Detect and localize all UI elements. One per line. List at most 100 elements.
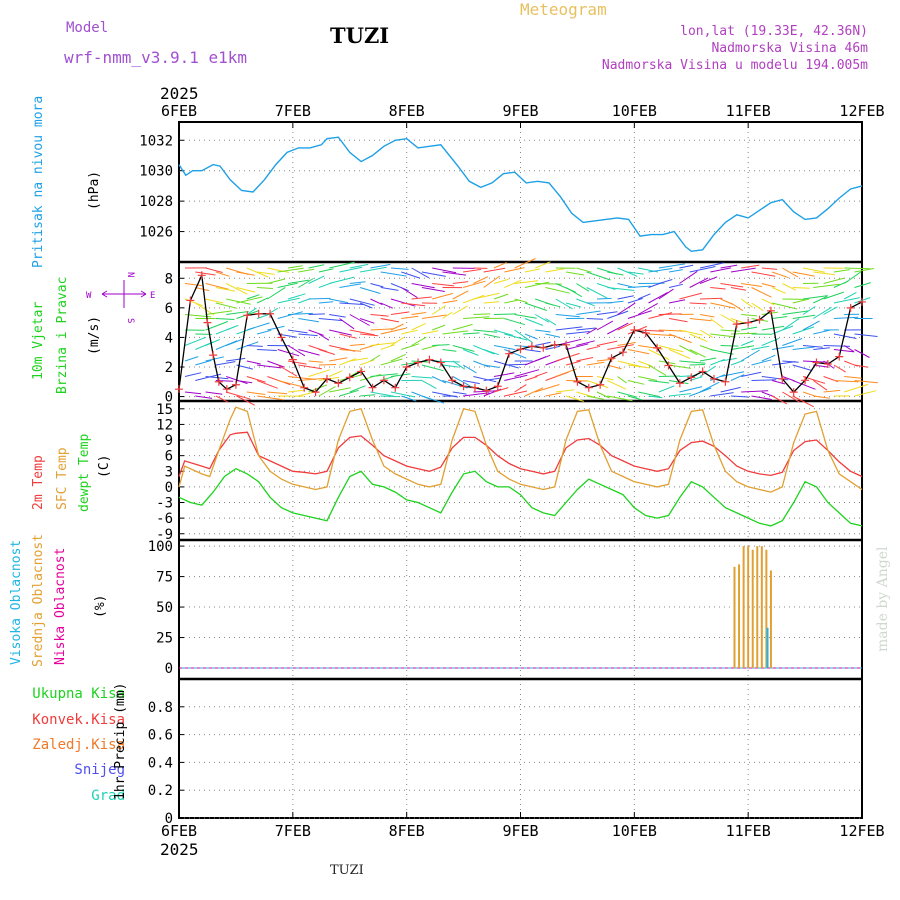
wind-vector xyxy=(267,391,288,395)
wind-vector xyxy=(256,329,272,335)
wind-vector xyxy=(287,312,313,315)
wind-vector xyxy=(493,345,516,351)
temp-unit-label: (C) xyxy=(97,455,112,478)
model-name: wrf-nmm_v3.9.1 e1km xyxy=(64,48,248,67)
pressure-unit-label: (hPa) xyxy=(87,171,102,210)
wind-vector xyxy=(184,283,203,287)
precip-ytick-label: 0.2 xyxy=(148,783,173,799)
wind-vector xyxy=(287,279,310,284)
wind-vector xyxy=(699,262,724,269)
wind-vector xyxy=(421,330,439,335)
wind-speed-marker xyxy=(222,385,231,394)
wind-vector xyxy=(823,277,845,284)
wind-vector xyxy=(627,271,644,275)
wind-vector xyxy=(761,325,785,331)
wind-ylabel-1: 10m Vjetar xyxy=(31,302,46,380)
wind-rose-w-label: W xyxy=(86,291,92,301)
wind-vector xyxy=(524,349,541,353)
wind-vector xyxy=(339,318,355,330)
wind-speed-marker xyxy=(516,345,525,354)
wind-ytick-label: 8 xyxy=(165,271,173,287)
wind-vector xyxy=(421,380,437,390)
wind-vector xyxy=(318,349,335,355)
wind-vector xyxy=(627,380,645,385)
wind-vector xyxy=(813,329,832,335)
wind-vector xyxy=(576,310,601,315)
precip-ytick-label: 0.8 xyxy=(148,700,173,716)
wind-vector xyxy=(257,287,273,289)
wind-vector xyxy=(679,345,698,356)
wind-speed-marker xyxy=(766,306,775,315)
wind-vector xyxy=(329,261,355,269)
wind-vector xyxy=(205,376,229,380)
wind-speed-marker xyxy=(664,361,673,370)
temp-sfc-label: SFC Temp xyxy=(55,447,70,510)
wind-vector xyxy=(504,363,528,366)
wind-vector xyxy=(699,276,718,284)
x-tick-label-bottom: 8FEB xyxy=(389,822,425,840)
wind-vector xyxy=(349,385,366,393)
wind-vector xyxy=(844,267,871,270)
wind-vector xyxy=(668,349,691,359)
wind-vector xyxy=(679,329,703,336)
wind-vector xyxy=(287,293,306,300)
wind-vector xyxy=(730,287,747,291)
wind-vector xyxy=(225,283,248,295)
wind-vector xyxy=(483,333,499,338)
wind-vector xyxy=(432,324,446,331)
wind-speed-marker xyxy=(391,383,400,392)
wind-vector xyxy=(463,332,480,335)
cloud-low-label: Niska Oblacnost xyxy=(53,548,68,665)
wind-vector xyxy=(195,271,216,276)
wind-vector xyxy=(596,297,612,300)
wind-vector xyxy=(318,333,330,341)
wind-rose-s-label: S xyxy=(125,318,135,323)
wind-vector xyxy=(442,300,458,304)
wind-vector xyxy=(823,306,838,315)
wind-vector xyxy=(390,298,416,307)
wind-vector xyxy=(689,318,712,322)
wind-vector xyxy=(792,271,815,277)
wind-vector xyxy=(431,305,447,315)
wind-vector xyxy=(246,322,270,331)
wind-speed-marker xyxy=(687,373,696,382)
wind-vector xyxy=(740,298,753,308)
wind-vector xyxy=(751,345,770,350)
wind-speed-marker xyxy=(345,373,354,382)
wind-vector xyxy=(524,387,544,397)
temp-line-2m xyxy=(178,431,863,478)
wind-speed-marker xyxy=(846,303,855,312)
wind-vector xyxy=(565,302,581,308)
wind-vector xyxy=(823,360,835,369)
wind-vector xyxy=(298,278,314,288)
wind-vector xyxy=(246,376,266,383)
wind-vector xyxy=(596,340,618,346)
wind-vector xyxy=(576,391,595,398)
wind-vector xyxy=(638,293,651,300)
wind-speed-marker xyxy=(721,377,730,386)
wind-vector xyxy=(380,327,407,335)
wind-vector xyxy=(504,333,528,341)
wind-speed-marker xyxy=(584,383,593,392)
wind-vector xyxy=(833,297,860,304)
wind-vector xyxy=(782,376,795,382)
wind-vector xyxy=(576,298,595,307)
wind-vector xyxy=(617,302,636,315)
wind-rose-n-label: N xyxy=(125,272,135,277)
wind-vector xyxy=(504,318,526,326)
wind-vector xyxy=(504,299,520,304)
wind-speed-marker xyxy=(288,355,297,364)
wind-vector xyxy=(184,391,202,395)
wind-vector xyxy=(493,387,509,393)
wind-vector xyxy=(380,271,407,277)
wind-vector xyxy=(401,395,417,402)
model-label: Model xyxy=(66,20,109,36)
wind-vector xyxy=(586,395,605,400)
temperature-ytick-label: 9 xyxy=(165,433,173,449)
wind-vector xyxy=(699,357,717,362)
wind-vector xyxy=(545,345,561,350)
wind-vector xyxy=(442,330,469,335)
wind-vector xyxy=(607,380,627,390)
wind-vector xyxy=(566,331,590,335)
wind-vector xyxy=(565,287,583,298)
